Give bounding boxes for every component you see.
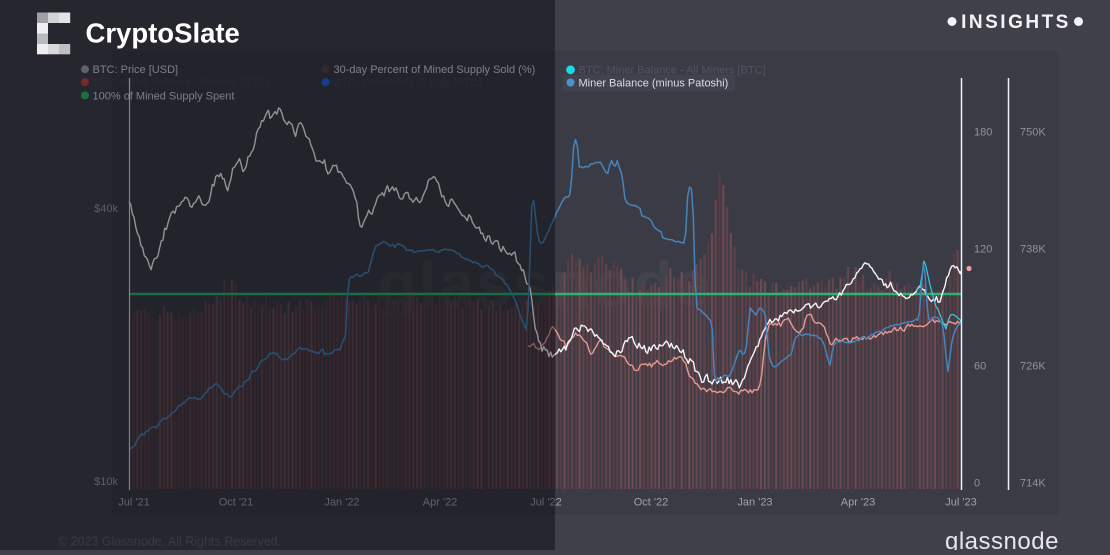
svg-text:BTC: Price [USD]: BTC: Price [USD]	[93, 64, 179, 76]
svg-text:0: 0	[974, 478, 980, 490]
svg-text:Apr '22: Apr '22	[423, 497, 458, 509]
svg-text:Jul '23: Jul '23	[945, 497, 976, 509]
svg-text:BTC: Miner Balance - All Miner: BTC: Miner Balance - All Miners [BTC]	[579, 64, 766, 76]
svg-text:INSIGHTS: INSIGHTS	[961, 12, 1071, 33]
svg-text:714K: 714K	[1020, 478, 1046, 490]
svg-text:726K: 726K	[1020, 361, 1046, 373]
svg-text:Jan '22: Jan '22	[324, 497, 359, 509]
svg-text:BTC: Circulating Supply [BTC]: BTC: Circulating Supply [BTC]	[334, 77, 482, 89]
svg-text:738K: 738K	[1020, 244, 1046, 256]
svg-text:Jan '23: Jan '23	[737, 497, 772, 509]
svg-text:© 2023 Glassnode. All Rights R: © 2023 Glassnode. All Rights Reserved.	[58, 535, 281, 549]
svg-text:100% of Mined Supply Spent: 100% of Mined Supply Spent	[93, 90, 235, 102]
svg-text:750K: 750K	[1020, 127, 1046, 139]
svg-text:$10k: $10k	[94, 476, 118, 488]
svg-text:60: 60	[974, 361, 986, 373]
svg-text:CryptoSlate: CryptoSlate	[86, 18, 240, 49]
svg-text:Miner Balance (minus Patoshi): Miner Balance (minus Patoshi)	[579, 77, 729, 89]
svg-text:30-day Percent of Mined Supply: 30-day Percent of Mined Supply Sold (%)	[334, 64, 536, 76]
svg-text:Oct '21: Oct '21	[219, 497, 254, 509]
svg-text:180: 180	[974, 127, 992, 139]
svg-text:$40k: $40k	[94, 203, 118, 215]
svg-text:glassnode: glassnode	[945, 528, 1059, 550]
svg-text:Oct '22: Oct '22	[634, 497, 669, 509]
svg-text:BTC: Miner Balance - Patoshi [: BTC: Miner Balance - Patoshi [BTC]	[93, 77, 269, 89]
svg-text:Jul '22: Jul '22	[530, 497, 561, 509]
svg-text:120: 120	[974, 244, 992, 256]
svg-text:Apr '23: Apr '23	[841, 497, 876, 509]
svg-text:Jul '21: Jul '21	[118, 497, 149, 509]
